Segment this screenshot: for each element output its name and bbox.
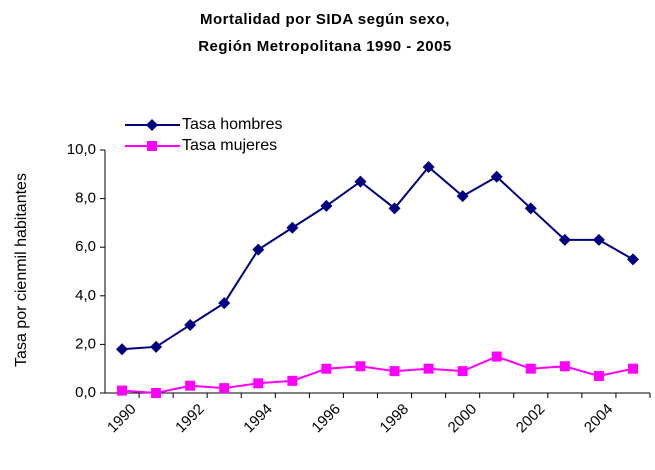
- y-tick-label: 4,0: [75, 287, 96, 304]
- legend-marker: [147, 141, 157, 151]
- marker: [592, 233, 605, 246]
- marker: [388, 202, 401, 215]
- marker: [457, 366, 468, 377]
- marker: [558, 233, 571, 246]
- marker: [116, 343, 129, 356]
- marker: [252, 243, 265, 256]
- marker: [389, 366, 400, 377]
- legend-label: Tasa mujeres: [182, 137, 277, 154]
- x-tick-label: 1996: [308, 401, 344, 437]
- y-tick-label: 6,0: [75, 238, 96, 255]
- legend-marker: [146, 119, 158, 131]
- legend-label: Tasa hombres: [182, 116, 283, 133]
- x-tick-label: 2002: [513, 401, 549, 437]
- x-tick-label: 1994: [240, 401, 276, 437]
- y-axis-label: Tasa por cienmil habitantes: [13, 173, 30, 367]
- x-tick-label: 1990: [104, 401, 140, 437]
- marker: [150, 340, 163, 353]
- marker: [184, 318, 197, 331]
- marker: [490, 170, 503, 183]
- x-tick-label: 2004: [581, 401, 617, 437]
- y-tick-label: 8,0: [75, 190, 96, 207]
- marker: [491, 351, 502, 362]
- chart-title: Mortalidad por SIDA según sexo,: [200, 11, 450, 28]
- marker: [287, 375, 298, 386]
- marker: [354, 175, 367, 188]
- marker: [286, 221, 299, 234]
- marker: [320, 199, 333, 212]
- marker: [525, 363, 536, 374]
- marker: [185, 380, 196, 391]
- y-tick-label: 2,0: [75, 335, 96, 352]
- chart-subtitle: Región Metropolitana 1990 - 2005: [198, 38, 452, 55]
- marker: [422, 161, 435, 174]
- marker: [219, 383, 230, 394]
- marker: [117, 385, 128, 396]
- y-tick-label: 10,0: [67, 141, 96, 158]
- marker: [593, 370, 604, 381]
- y-tick-label: 0,0: [75, 384, 96, 401]
- marker: [423, 363, 434, 374]
- marker: [253, 378, 264, 389]
- marker: [218, 297, 231, 310]
- marker: [321, 363, 332, 374]
- x-tick-label: 1992: [172, 401, 208, 437]
- marker: [559, 361, 570, 372]
- marker: [626, 253, 639, 266]
- series-line: [121, 355, 634, 395]
- x-tick-label: 2000: [445, 401, 481, 437]
- series-line: [121, 165, 634, 351]
- marker: [355, 361, 366, 372]
- marker: [456, 190, 469, 203]
- marker: [627, 363, 638, 374]
- x-tick-label: 1998: [377, 401, 413, 437]
- marker: [524, 202, 537, 215]
- marker: [151, 388, 162, 398]
